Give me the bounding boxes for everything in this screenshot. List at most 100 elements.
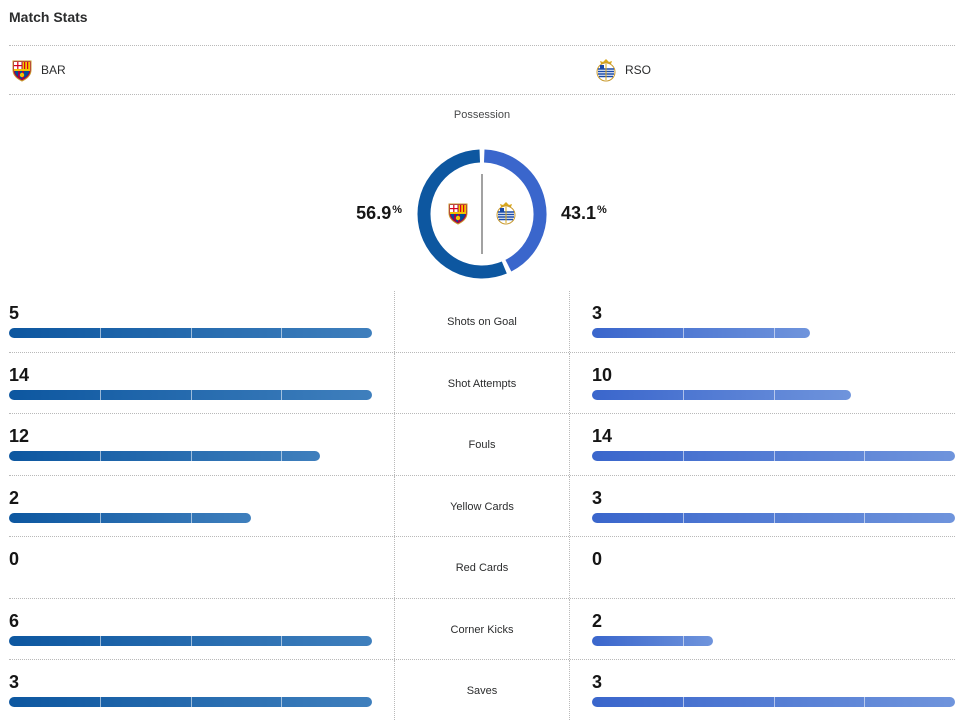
stat-bar-away	[592, 697, 955, 707]
bar-segment-tick	[99, 635, 101, 646]
divider	[9, 45, 955, 46]
possession-away-value: 43.1%	[561, 203, 607, 223]
stat-bar-away	[592, 635, 713, 646]
real-sociedad-crest-icon	[496, 202, 516, 225]
stat-bar-home	[9, 328, 372, 338]
stat-bar-home	[9, 635, 372, 646]
real-sociedad-crest-icon	[596, 59, 616, 82]
bar-segment-tick	[190, 635, 192, 646]
stat-home-value: 3	[9, 672, 20, 692]
bar-segment-tick	[281, 635, 283, 646]
stats-table: 5 Shots on Goal 3 14 Shot Attempts 10 12 Fouls 1…	[9, 291, 955, 720]
bar-segment-tick	[682, 697, 684, 707]
bar-segment-tick	[99, 512, 101, 523]
bar-segment-tick	[773, 451, 775, 461]
stat-bar-away	[592, 389, 852, 400]
stat-label: Shot Attempts	[447, 377, 517, 390]
bar-segment-tick	[190, 389, 192, 400]
column-divider	[394, 537, 395, 598]
bar-segment-tick	[864, 697, 866, 707]
stat-row: 2 Yellow Cards 3	[9, 475, 955, 537]
bar-segment-tick	[682, 451, 684, 461]
stat-bar-home	[9, 389, 372, 400]
column-divider	[569, 660, 570, 720]
stat-home-value: 14	[9, 364, 30, 385]
stat-away-value: 14	[592, 426, 613, 446]
stat-row: 12 Fouls 14	[9, 414, 955, 476]
bar-segment-tick	[864, 512, 866, 523]
stat-label: Shots on Goal	[447, 316, 517, 328]
stat-bar-home	[9, 451, 321, 461]
possession-arc-home	[417, 149, 507, 279]
stat-home-value: 6	[9, 610, 20, 631]
column-divider	[569, 291, 570, 352]
bar-segment-tick	[281, 451, 283, 461]
bar-segment-tick	[281, 389, 283, 400]
stat-label: Red Cards	[455, 562, 509, 574]
barcelona-crest-icon	[448, 203, 468, 225]
stat-row: 3 Saves 3	[9, 660, 955, 720]
stat-label: Yellow Cards	[450, 500, 514, 513]
stat-home-value: 0	[9, 549, 20, 569]
stat-away-value: 2	[592, 610, 603, 631]
stat-home-value: 2	[9, 487, 20, 508]
column-divider	[394, 660, 395, 720]
column-divider	[569, 537, 570, 598]
possession-home-value: 56.9%	[356, 203, 402, 223]
stat-bar-home	[9, 697, 372, 707]
possession-label: Possession	[453, 109, 511, 121]
bar-segment-tick	[99, 451, 101, 461]
bar-segment-tick	[190, 451, 192, 461]
column-divider	[394, 475, 395, 536]
bar-segment-tick	[99, 697, 101, 707]
stat-bar-home	[9, 512, 251, 523]
column-divider	[569, 475, 570, 536]
bar-segment-tick	[99, 389, 101, 400]
stat-bar-away	[592, 512, 955, 523]
bar-segment-tick	[190, 328, 192, 338]
stat-row: 0 Red Cards 0	[9, 537, 955, 599]
stat-away-value: 3	[592, 487, 603, 508]
bar-segment-tick	[281, 697, 283, 707]
bar-segment-tick	[682, 389, 684, 400]
column-divider	[569, 414, 570, 475]
stat-home-value: 5	[9, 303, 20, 323]
stat-label: Fouls	[468, 439, 496, 451]
stat-away-value: 3	[592, 672, 603, 692]
bar-segment-tick	[773, 697, 775, 707]
bar-segment-tick	[773, 512, 775, 523]
stat-away-value: 10	[592, 364, 613, 385]
bar-segment-tick	[281, 328, 283, 338]
barcelona-crest-icon	[12, 60, 32, 82]
team-away-abbr: RSO	[625, 63, 652, 77]
bar-segment-tick	[682, 328, 684, 338]
bar-segment-tick	[190, 512, 192, 523]
bar-segment-tick	[864, 451, 866, 461]
stat-row: 14 Shot Attempts 10	[9, 352, 955, 414]
divider	[9, 94, 955, 95]
stat-row: 5 Shots on Goal 3	[9, 291, 955, 353]
bar-segment-tick	[773, 328, 775, 338]
stat-label: Saves	[466, 685, 498, 697]
possession-arc-away	[483, 149, 547, 272]
team-away: RSO	[594, 57, 651, 83]
stat-row: 6 Corner Kicks 2	[9, 598, 955, 660]
bar-segment-tick	[773, 389, 775, 400]
possession-donut	[417, 149, 547, 279]
bar-segment-tick	[190, 697, 192, 707]
stat-bar-away	[592, 328, 810, 338]
column-divider	[394, 291, 395, 352]
team-home: BAR	[10, 57, 66, 83]
page-title: Match Stats	[9, 9, 88, 25]
column-divider	[569, 598, 570, 659]
stat-bar-away	[592, 451, 955, 461]
column-divider	[569, 352, 570, 413]
stat-label: Corner Kicks	[450, 623, 514, 636]
column-divider	[394, 598, 395, 659]
column-divider	[394, 414, 395, 475]
bar-segment-tick	[682, 512, 684, 523]
stat-away-value: 3	[592, 303, 603, 323]
column-divider	[394, 352, 395, 413]
team-home-abbr: BAR	[41, 63, 66, 77]
bar-segment-tick	[99, 328, 101, 338]
